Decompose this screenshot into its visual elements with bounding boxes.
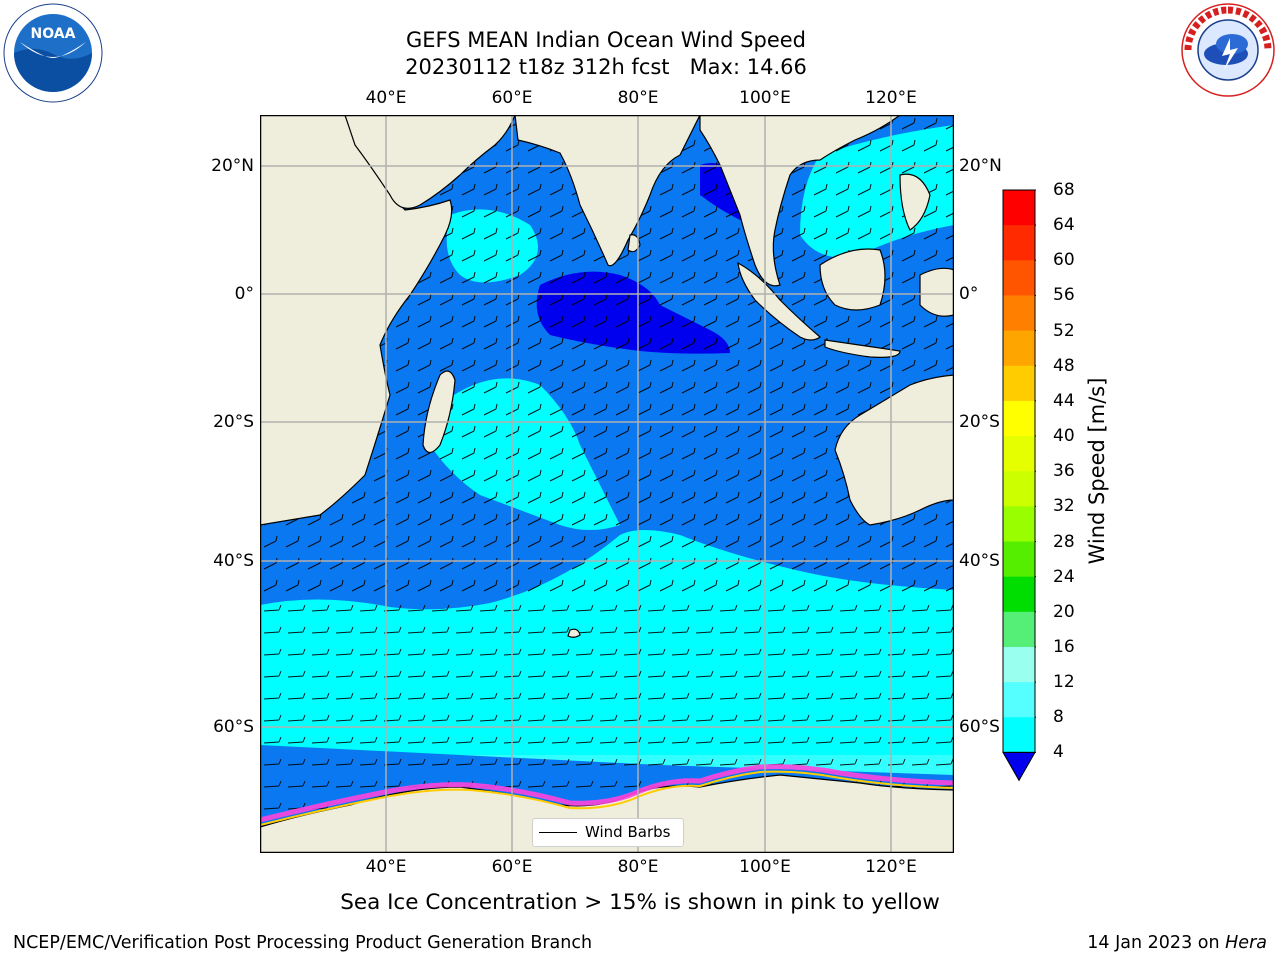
- colorbar-tick-label: 4: [1053, 742, 1064, 763]
- colorbar-swatch: [1003, 682, 1035, 718]
- colorbar-tick-label: 68: [1053, 180, 1075, 200]
- colorbar-tick-label: 44: [1053, 390, 1075, 411]
- colorbar-tick-label: 16: [1053, 636, 1075, 657]
- lat-tick-left: 60°S: [213, 717, 254, 737]
- colorbar-under-triangle: [1002, 751, 1036, 782]
- wind-speed-map: [259, 114, 955, 854]
- lon-tick-top: 120°E: [865, 88, 917, 108]
- colorbar-tick-label: 56: [1053, 285, 1075, 306]
- colorbar-swatch: [1003, 365, 1035, 402]
- colorbar-tick-label: 32: [1053, 496, 1075, 517]
- colorbar-swatch: [1003, 436, 1035, 472]
- footer-date: 14 Jan 2023 on Hera: [1087, 933, 1267, 953]
- lat-tick-left: 20°S: [213, 412, 254, 432]
- sea-ice-note: Sea Ice Concentration > 15% is shown in …: [340, 890, 940, 915]
- colorbar-tick-label: 60: [1053, 250, 1075, 271]
- lon-tick-bottom: 100°E: [739, 857, 791, 877]
- arabia-land: [344, 115, 516, 209]
- lon-tick-top: 40°E: [365, 88, 407, 108]
- legend-wind-barbs-label: Wind Barbs: [585, 823, 671, 841]
- colorbar-swatch: [1003, 646, 1035, 683]
- colorbar-tick-label: 20: [1053, 601, 1075, 622]
- lat-tick-right: 20°N: [959, 156, 1002, 176]
- colorbar-swatch: [1003, 471, 1035, 507]
- sulawesi-land: [919, 267, 954, 317]
- legend-wind-barb-swatch: [539, 832, 577, 833]
- colorbar-tick-label: 48: [1053, 355, 1075, 376]
- colorbar-tick-label: 28: [1053, 531, 1075, 552]
- australia-land: [834, 374, 954, 526]
- colorbar-swatch: [1003, 225, 1035, 261]
- lon-tick-top: 60°E: [491, 88, 533, 108]
- colorbar: [1002, 188, 1036, 783]
- colorbar-tick-label: 36: [1053, 461, 1075, 482]
- lon-tick-bottom: 80°E: [617, 857, 659, 877]
- colorbar-swatch: [1003, 717, 1035, 753]
- lat-tick-right: 40°S: [959, 551, 1000, 571]
- borneo-land: [819, 248, 886, 311]
- map-panel: [259, 114, 955, 854]
- lat-tick-right: 0°: [959, 284, 979, 304]
- philippines-land: [899, 173, 931, 231]
- colorbar-swatch: [1003, 295, 1035, 332]
- colorbar-swatch: [1003, 506, 1035, 542]
- colorbar-tick-label: 64: [1053, 215, 1075, 236]
- lat-tick-right: 20°S: [959, 412, 1000, 432]
- noaa-logo-text: NOAA: [31, 26, 76, 42]
- lon-tick-bottom: 60°E: [491, 857, 533, 877]
- lon-tick-top: 100°E: [739, 88, 791, 108]
- lat-tick-left: 20°N: [211, 156, 254, 176]
- colorbar-swatch: [1003, 330, 1035, 367]
- chart-title-line2: 20230112 t18z 312h fcst Max: 14.66: [405, 55, 807, 79]
- lat-tick-left: 0°: [234, 284, 254, 304]
- colorbar-swatch: [1003, 260, 1035, 296]
- southeast-asia-land: [699, 115, 902, 287]
- nws-logo: [1180, 2, 1276, 98]
- colorbar-tick-label: 12: [1053, 672, 1075, 693]
- map-frame: [259, 114, 955, 854]
- lon-tick-top: 80°E: [617, 88, 659, 108]
- colorbar-tick-label: 8: [1053, 707, 1064, 728]
- colorbar-swatch: [1003, 541, 1035, 578]
- footer-host: Hera: [1225, 933, 1267, 953]
- colorbar-tick-label: 52: [1053, 320, 1075, 341]
- colorbar-tick-label: 40: [1053, 426, 1075, 447]
- india-land: [514, 115, 701, 267]
- colorbar-tick-label: 24: [1053, 566, 1075, 587]
- lon-tick-bottom: 40°E: [365, 857, 407, 877]
- sumatra-land: [737, 261, 821, 341]
- lat-tick-right: 60°S: [959, 717, 1000, 737]
- noaa-logo: NOAA: [2, 2, 104, 104]
- colorbar-swatches: [1002, 189, 1036, 782]
- footer-branch: NCEP/EMC/Verification Post Processing Pr…: [13, 933, 593, 953]
- graticule: [260, 115, 954, 853]
- map-legend: Wind Barbs: [532, 818, 684, 847]
- colorbar-swatch: [1003, 190, 1035, 226]
- kerguelen-island: [567, 628, 581, 638]
- colorbar-label: Wind Speed [m/s]: [1085, 377, 1109, 565]
- lon-tick-bottom: 120°E: [865, 857, 917, 877]
- colorbar-swatch: [1003, 576, 1035, 613]
- lat-tick-left: 40°S: [213, 551, 254, 571]
- footer-date-text: 14 Jan 2023 on: [1087, 933, 1226, 953]
- colorbar-swatch: [1003, 400, 1035, 437]
- java-land: [824, 339, 901, 358]
- sri-lanka-land: [627, 234, 641, 253]
- colorbar-swatch: [1003, 611, 1035, 648]
- chart-title-line1: GEFS MEAN Indian Ocean Wind Speed: [405, 28, 807, 52]
